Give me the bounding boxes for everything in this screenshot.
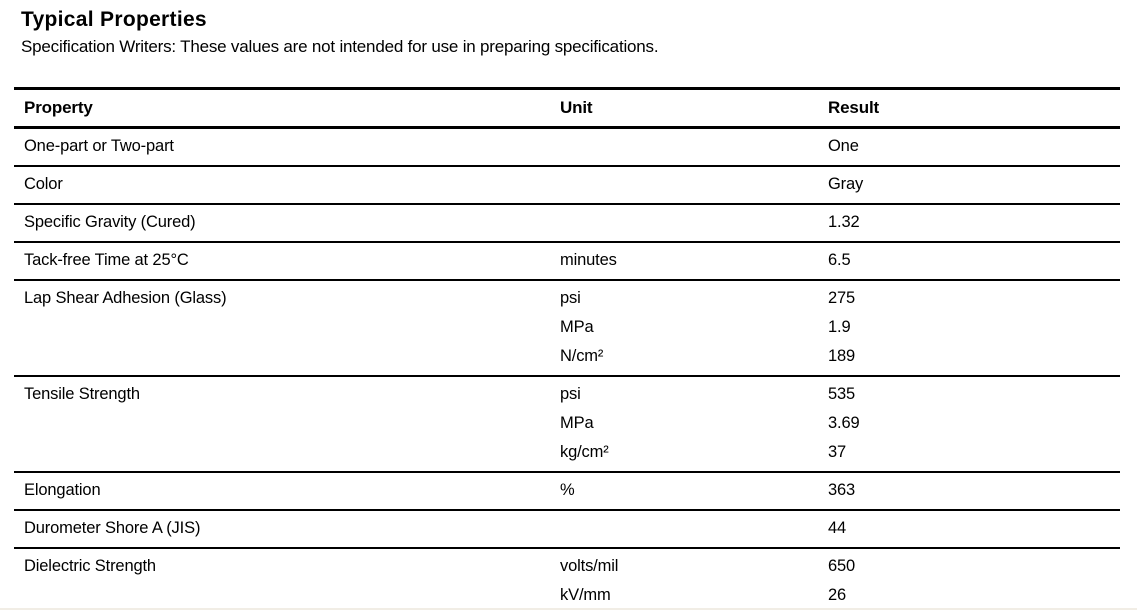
result-cell: 363 (828, 476, 1120, 505)
property-name: Dielectric Strength (24, 557, 156, 575)
unit-cell: volts/mil kV/mm (560, 552, 828, 610)
unit-cell (560, 514, 828, 543)
unit-value: psi (560, 289, 581, 307)
unit-value: minutes (560, 251, 617, 269)
page-bottom-rule (0, 608, 1137, 610)
result-value: Gray (828, 175, 864, 193)
result-cell: One (828, 132, 1120, 161)
table-row: Dielectric Strength volts/mil kV/mm 650 … (14, 549, 1120, 611)
unit-value: psi (560, 385, 581, 403)
table-row: Lap Shear Adhesion (Glass) psi MPa N/cm²… (14, 281, 1120, 377)
result-value: 275 (828, 289, 856, 307)
column-header-unit: Unit (560, 98, 593, 117)
unit-value: MPa (560, 414, 594, 432)
table-row: Tensile Strength psi MPa kg/cm² 535 3.69… (14, 377, 1120, 473)
table-header-row: Property Unit Result (14, 87, 1120, 129)
unit-cell (560, 208, 828, 237)
result-value: 26 (828, 586, 847, 604)
property-name: Lap Shear Adhesion (Glass) (24, 289, 227, 307)
unit-cell (560, 170, 828, 199)
result-cell: 6.5 (828, 246, 1120, 275)
table-row: Specific Gravity (Cured) 1.32 (14, 205, 1120, 243)
result-value: 6.5 (828, 251, 851, 269)
result-cell: Gray (828, 170, 1120, 199)
unit-cell: psi MPa N/cm² (560, 284, 828, 371)
unit-cell (560, 132, 828, 161)
property-name: Specific Gravity (Cured) (24, 213, 196, 231)
result-value: 650 (828, 557, 856, 575)
result-value: 37 (828, 443, 847, 461)
property-name: Tensile Strength (24, 385, 140, 403)
unit-value: N/cm² (560, 347, 604, 365)
result-cell: 275 1.9 189 (828, 284, 1120, 371)
result-value: 1.9 (828, 318, 851, 336)
result-value: One (828, 137, 859, 155)
column-header-property: Property (24, 98, 93, 117)
table-row: Color Gray (14, 167, 1120, 205)
properties-table: Property Unit Result One-part or Two-par… (14, 87, 1120, 611)
result-value: 3.69 (828, 414, 860, 432)
unit-cell: % (560, 476, 828, 505)
result-cell: 650 26 (828, 552, 1120, 610)
result-value: 363 (828, 481, 856, 499)
result-value: 44 (828, 519, 847, 537)
unit-cell: minutes (560, 246, 828, 275)
table-row: Elongation % 363 (14, 473, 1120, 511)
unit-value: volts/mil (560, 557, 619, 575)
property-name: Tack-free Time at 25°C (24, 251, 189, 269)
result-value: 189 (828, 347, 856, 365)
unit-value: MPa (560, 318, 594, 336)
property-name: Color (24, 175, 63, 193)
table-row: Durometer Shore A (JIS) 44 (14, 511, 1120, 549)
unit-cell: psi MPa kg/cm² (560, 380, 828, 467)
header-block: Typical Properties Specification Writers… (0, 0, 1137, 60)
result-value: 535 (828, 385, 856, 403)
unit-value: kV/mm (560, 586, 611, 604)
result-cell: 1.32 (828, 208, 1120, 237)
table-row: One-part or Two-part One (14, 129, 1120, 167)
property-name: Durometer Shore A (JIS) (24, 519, 201, 537)
column-header-result: Result (828, 98, 880, 117)
result-cell: 44 (828, 514, 1120, 543)
property-name: One-part or Two-part (24, 137, 174, 155)
unit-value: % (560, 481, 575, 499)
result-value: 1.32 (828, 213, 860, 231)
unit-value: kg/cm² (560, 443, 609, 461)
page-subtitle: Specification Writers: These values are … (21, 37, 659, 56)
property-name: Elongation (24, 481, 101, 499)
page-title: Typical Properties (21, 8, 207, 31)
result-cell: 535 3.69 37 (828, 380, 1120, 467)
table-row: Tack-free Time at 25°C minutes 6.5 (14, 243, 1120, 281)
